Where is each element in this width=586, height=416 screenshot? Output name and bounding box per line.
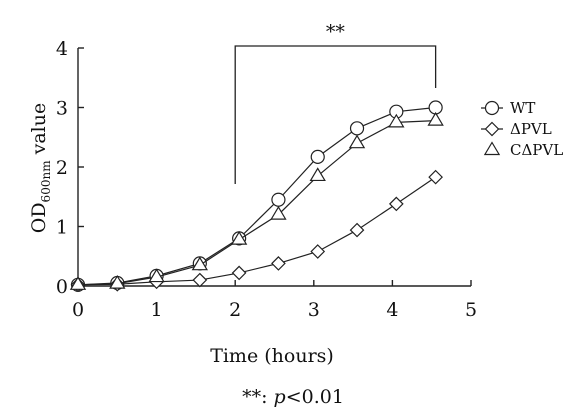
data-point-diamond bbox=[349, 222, 365, 238]
legend-marker-triangle bbox=[483, 141, 501, 156]
y-tick-label: 2 bbox=[56, 157, 68, 179]
x-tick-label: 1 bbox=[151, 299, 163, 321]
data-point-triangle bbox=[69, 276, 87, 290]
significance-bracket-line bbox=[234, 45, 437, 184]
data-point-triangle bbox=[148, 268, 165, 283]
data-point-diamond bbox=[231, 265, 247, 281]
series-line bbox=[77, 106, 436, 286]
data-point-triangle bbox=[348, 134, 366, 149]
data-point-triangle bbox=[109, 274, 126, 289]
legend-label: ΔPVL bbox=[510, 120, 552, 138]
data-point-diamond bbox=[388, 196, 404, 212]
x-tick-label: 3 bbox=[308, 299, 320, 321]
y-axis-title-subscript: 600nm bbox=[39, 160, 53, 203]
legend-label: WT bbox=[510, 99, 535, 117]
data-point-triangle bbox=[230, 230, 248, 245]
data-point-triangle bbox=[270, 205, 287, 220]
x-tick-label: 5 bbox=[465, 299, 477, 321]
data-point-diamond bbox=[428, 169, 443, 185]
axes bbox=[77, 48, 471, 287]
significance-bracket: ** bbox=[234, 21, 437, 184]
data-point-triangle bbox=[191, 256, 209, 271]
legend-marker-diamond bbox=[484, 121, 500, 137]
data-point-triangle bbox=[388, 113, 405, 128]
series-circle bbox=[70, 100, 443, 292]
x-tick-label: 2 bbox=[229, 299, 241, 321]
data-point-diamond bbox=[192, 272, 208, 288]
data-point-diamond bbox=[310, 244, 326, 259]
data-point-circle bbox=[310, 149, 325, 164]
y-axis-ticks: 0 1 2 3 4 bbox=[56, 38, 84, 298]
data-point-triangle bbox=[309, 167, 326, 182]
legend: WT ΔPVL CΔPVL bbox=[481, 99, 563, 159]
legend-marker-circle bbox=[484, 100, 500, 116]
y-tick-label: 1 bbox=[56, 217, 68, 239]
series-line bbox=[77, 176, 436, 286]
significance-label: ** bbox=[326, 21, 346, 43]
data-point-circle bbox=[349, 121, 365, 136]
data-point-diamond bbox=[271, 256, 286, 271]
footnote: **: p<0.01 bbox=[242, 386, 344, 408]
y-tick-label: 3 bbox=[56, 98, 68, 120]
data-point-triangle bbox=[427, 111, 444, 126]
series-diamond bbox=[70, 169, 443, 293]
series-triangle bbox=[69, 111, 444, 290]
series-line bbox=[77, 119, 436, 286]
y-axis-title: OD600nm value bbox=[28, 103, 53, 234]
x-tick-label: 0 bbox=[72, 299, 84, 321]
data-point-circle bbox=[271, 192, 286, 207]
y-tick-label: 0 bbox=[56, 276, 68, 298]
x-tick-label: 4 bbox=[386, 299, 398, 321]
series-layer bbox=[69, 100, 444, 293]
y-tick-label: 4 bbox=[56, 38, 68, 60]
legend-label: CΔPVL bbox=[510, 141, 563, 159]
x-axis-title: Time (hours) bbox=[210, 345, 334, 367]
